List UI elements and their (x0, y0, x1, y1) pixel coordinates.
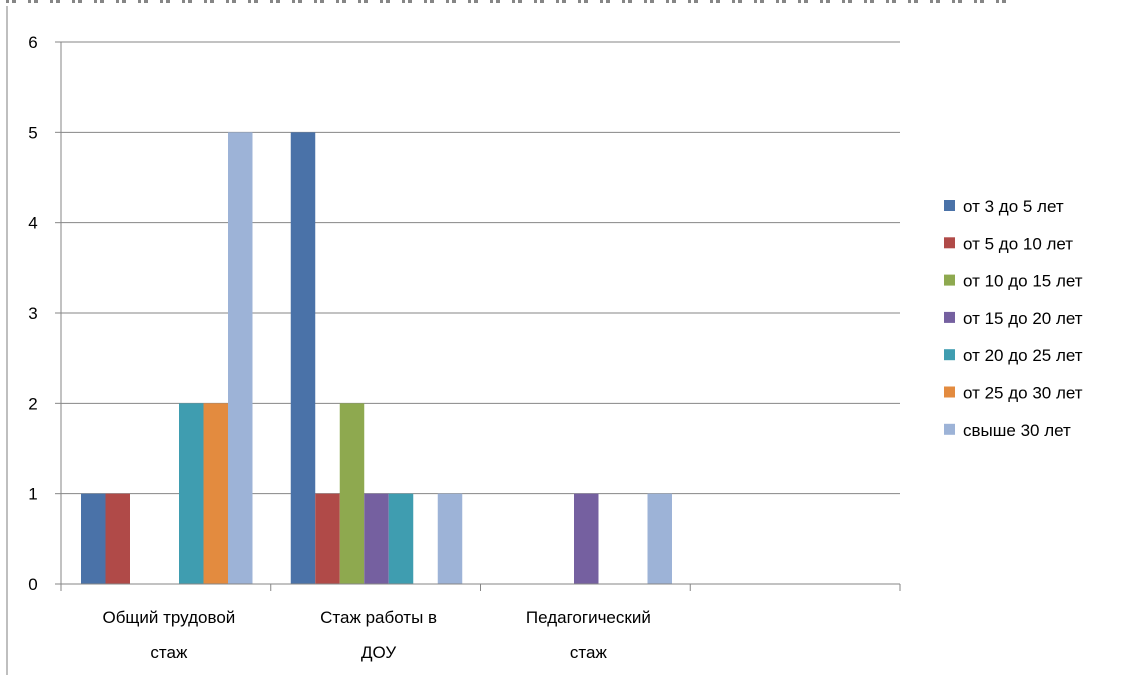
y-tick-label: 3 (28, 304, 37, 323)
axes (55, 41, 901, 591)
legend-label: от 15 до 20 лет (963, 309, 1083, 328)
y-tick-label: 1 (28, 485, 37, 504)
bar (364, 493, 389, 584)
legend-swatch (944, 349, 955, 361)
bar (179, 403, 204, 584)
y-tick-label: 2 (28, 394, 37, 413)
bar (81, 493, 106, 584)
legend-label: от 20 до 25 лет (963, 346, 1083, 365)
bar (105, 493, 130, 584)
legend-label: свыше 30 лет (963, 421, 1071, 440)
legend-swatch (944, 274, 955, 286)
y-tick-labels: 0 1 2 3 4 5 6 (28, 33, 37, 594)
legend-swatch (944, 423, 955, 435)
x-tick-label: стаж (570, 643, 608, 662)
bars (81, 132, 672, 585)
bar (203, 403, 228, 584)
legend: от 3 до 5 лет от 5 до 10 лет от 10 до 15 л… (944, 197, 1083, 440)
legend-label: от 10 до 15 лет (963, 272, 1083, 291)
bar (647, 493, 672, 584)
y-tick-label: 4 (28, 214, 37, 233)
clipped-text-fragment (0, 0, 1147, 6)
bar (339, 403, 365, 584)
y-tick-label: 0 (28, 575, 37, 594)
bar (388, 493, 414, 584)
legend-swatch (944, 386, 955, 398)
bar (290, 132, 316, 585)
x-tick-label: Общий трудовой (102, 608, 235, 627)
bar (437, 493, 463, 584)
bar (228, 132, 253, 585)
x-tick-labels: Общий трудовой стаж Стаж работы в ДОУ Педаго… (102, 608, 650, 662)
x-tick-label: ДОУ (361, 643, 396, 662)
y-tick-label: 6 (28, 33, 37, 52)
legend-label: от 3 до 5 лет (963, 197, 1064, 216)
legend-swatch (944, 311, 955, 323)
legend-swatch (944, 200, 955, 211)
y-tick-label: 5 (28, 123, 37, 142)
x-tick-label: стаж (150, 643, 188, 662)
legend-swatch (944, 237, 955, 249)
bar (315, 493, 340, 584)
bar (574, 493, 599, 584)
legend-label: от 25 до 30 лет (963, 384, 1083, 403)
x-tick-label: Педагогический (526, 608, 651, 627)
legend-label: от 5 до 10 лет (963, 234, 1073, 253)
x-tick-label: Стаж работы в (320, 608, 437, 627)
